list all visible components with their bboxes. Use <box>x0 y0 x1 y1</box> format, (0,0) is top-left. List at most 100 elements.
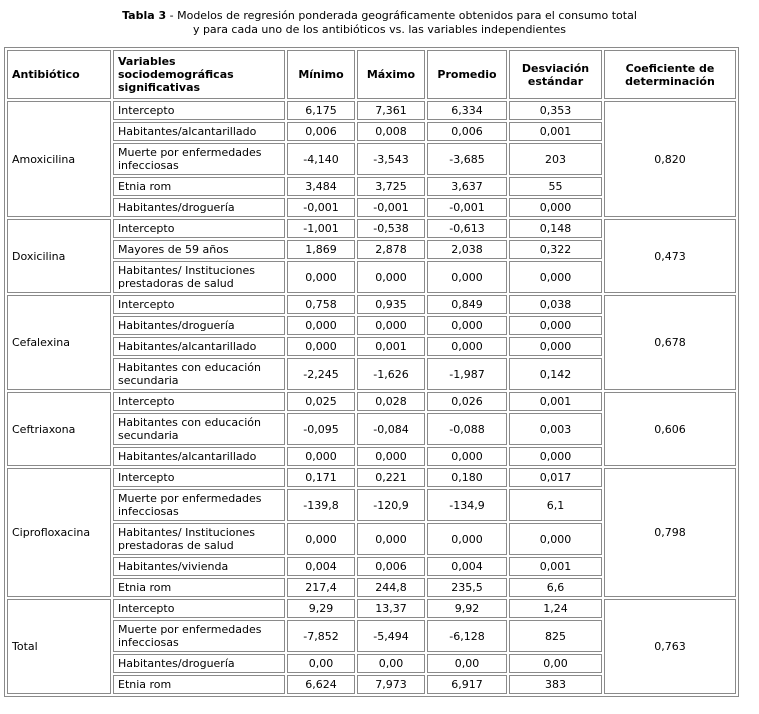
variable-name-cell: Etnia rom <box>113 675 285 694</box>
table-row: Ciprofloxacina Intercepto 0,171 0,221 0,180 0… <box>7 468 736 597</box>
average-value-cell: 6,334 <box>427 101 507 120</box>
variable-name-cell: Etnia rom <box>113 177 285 196</box>
maximum-value-cell: -0,001 <box>357 198 425 217</box>
table-caption-line2: y para cada uno de los antibióticos vs. … <box>192 23 567 36</box>
minimum-value-cell: -7,852 <box>287 620 355 652</box>
minimum-value-cell: 0,171 <box>287 468 355 487</box>
table-row: Habitantes/ Instituciones prestadoras de… <box>7 261 736 293</box>
average-value-cell: 6,917 <box>427 675 507 694</box>
average-value-cell: -0,001 <box>427 198 507 217</box>
maximum-value-cell: 244,8 <box>357 578 425 597</box>
header-average: Promedio <box>427 50 507 99</box>
table-caption-text: - Modelos de regresión ponderada geográf… <box>166 9 637 22</box>
variable-name-cell: Habitantes/droguería <box>113 654 285 673</box>
minimum-value-cell: -139,8 <box>287 489 355 521</box>
std-dev-value-cell: 0,000 <box>509 337 602 356</box>
table-row: Habitantes/alcantarillado 0,006 0,008 0,006… <box>7 122 736 141</box>
minimum-value-cell: -1,001 <box>287 219 355 238</box>
minimum-value-cell: 0,000 <box>287 261 355 293</box>
maximum-value-cell: -0,084 <box>357 413 425 445</box>
table-row: Habitantes/droguería -0,001 -0,001 -0,001 0,… <box>7 198 736 217</box>
header-minimum: Mínimo <box>287 50 355 99</box>
minimum-value-cell: 217,4 <box>287 578 355 597</box>
average-value-cell: 0,004 <box>427 557 507 576</box>
maximum-value-cell: -0,538 <box>357 219 425 238</box>
minimum-value-cell: 3,484 <box>287 177 355 196</box>
table-row: Habitantes/alcantarillado 0,000 0,001 0,000… <box>7 337 736 356</box>
variable-name-cell: Etnia rom <box>113 578 285 597</box>
minimum-value-cell: 1,869 <box>287 240 355 259</box>
maximum-value-cell: 7,973 <box>357 675 425 694</box>
maximum-value-cell: -3,543 <box>357 143 425 175</box>
std-dev-value-cell: 0,000 <box>509 523 602 555</box>
table-row: Muerte por enfermedades infecciosas -4,14… <box>7 143 736 175</box>
regression-table: Antibiótico Variables sociodemográficas … <box>4 47 739 697</box>
std-dev-value-cell: 55 <box>509 177 602 196</box>
antibiotic-name: Amoxicilina <box>7 101 111 217</box>
minimum-value-cell: 0,000 <box>287 447 355 466</box>
variable-name-cell: Habitantes/alcantarillado <box>113 122 285 141</box>
variable-name-cell: Habitantes/vivienda <box>113 557 285 576</box>
average-value-cell: 0,000 <box>427 261 507 293</box>
table-row: Muerte por enfermedades infecciosas -139,… <box>7 489 736 521</box>
std-dev-value-cell: 6,1 <box>509 489 602 521</box>
table-row: Mayores de 59 años 1,869 2,878 2,038 0,322 <box>7 240 736 259</box>
determination-coefficient-cell: 0,763 <box>604 599 736 694</box>
average-value-cell: 0,000 <box>427 316 507 335</box>
minimum-value-cell: -0,095 <box>287 413 355 445</box>
minimum-value-cell: 0,000 <box>287 316 355 335</box>
std-dev-value-cell: 0,322 <box>509 240 602 259</box>
table-caption-label: Tabla 3 <box>122 9 167 22</box>
variable-name-cell: Intercepto <box>113 101 285 120</box>
minimum-value-cell: 6,624 <box>287 675 355 694</box>
antibiotic-name: Ciprofloxacina <box>7 468 111 597</box>
std-dev-value-cell: 0,142 <box>509 358 602 390</box>
variable-name-cell: Habitantes/ Instituciones prestadoras de… <box>113 261 285 293</box>
table-row: Habitantes con educación secundaria -2,24… <box>7 358 736 390</box>
variable-name-cell: Intercepto <box>113 468 285 487</box>
header-std-dev: Desviación estándar <box>509 50 602 99</box>
table-row: Etnia rom 3,484 3,725 3,637 55 <box>7 177 736 196</box>
variable-name-cell: Habitantes con educación secundaria <box>113 358 285 390</box>
minimum-value-cell: 6,175 <box>287 101 355 120</box>
std-dev-value-cell: 0,000 <box>509 261 602 293</box>
antibiotic-name: Cefalexina <box>7 295 111 390</box>
std-dev-value-cell: 6,6 <box>509 578 602 597</box>
variable-name-cell: Habitantes/droguería <box>113 316 285 335</box>
std-dev-value-cell: 0,000 <box>509 447 602 466</box>
average-value-cell: 0,026 <box>427 392 507 411</box>
average-value-cell: -134,9 <box>427 489 507 521</box>
maximum-value-cell: 0,008 <box>357 122 425 141</box>
table-row: Habitantes/droguería 0,00 0,00 0,00 0,00 <box>7 654 736 673</box>
std-dev-value-cell: 1,24 <box>509 599 602 618</box>
variable-name-cell: Intercepto <box>113 219 285 238</box>
average-value-cell: -6,128 <box>427 620 507 652</box>
std-dev-value-cell: 0,148 <box>509 219 602 238</box>
table-row: Habitantes/alcantarillado 0,000 0,000 0,000… <box>7 447 736 466</box>
table-row: Etnia rom 217,4 244,8 235,5 6,6 <box>7 578 736 597</box>
table-row: Doxicilina Intercepto -1,001 -0,538 -0,613 0,… <box>7 219 736 293</box>
table-row: Habitantes/ Instituciones prestadoras de… <box>7 523 736 555</box>
table-row: Ceftriaxona Intercepto 0,025 0,028 0,026 0,00… <box>7 392 736 466</box>
header-maximum: Máximo <box>357 50 425 99</box>
average-value-cell: 0,000 <box>427 523 507 555</box>
table-row: Amoxicilina Intercepto 6,175 7,361 6,334 0,35… <box>7 101 736 217</box>
variable-name-cell: Habitantes/ Instituciones prestadoras de… <box>113 523 285 555</box>
table-row: Habitantes con educación secundaria -0,09… <box>7 413 736 445</box>
maximum-value-cell: 0,001 <box>357 337 425 356</box>
maximum-value-cell: 0,006 <box>357 557 425 576</box>
std-dev-value-cell: 203 <box>509 143 602 175</box>
maximum-value-cell: 0,000 <box>357 447 425 466</box>
average-value-cell: -1,987 <box>427 358 507 390</box>
variable-name-cell: Habitantes con educación secundaria <box>113 413 285 445</box>
table-caption: Tabla 3 - Modelos de regresión ponderada… <box>10 9 749 37</box>
minimum-value-cell: 0,006 <box>287 122 355 141</box>
header-variables: Variables sociodemográficas significativ… <box>113 50 285 99</box>
minimum-value-cell: -2,245 <box>287 358 355 390</box>
std-dev-value-cell: 0,001 <box>509 392 602 411</box>
minimum-value-cell: 0,758 <box>287 295 355 314</box>
variable-name-cell: Habitantes/droguería <box>113 198 285 217</box>
variable-name-cell: Muerte por enfermedades infecciosas <box>113 620 285 652</box>
average-value-cell: -0,613 <box>427 219 507 238</box>
